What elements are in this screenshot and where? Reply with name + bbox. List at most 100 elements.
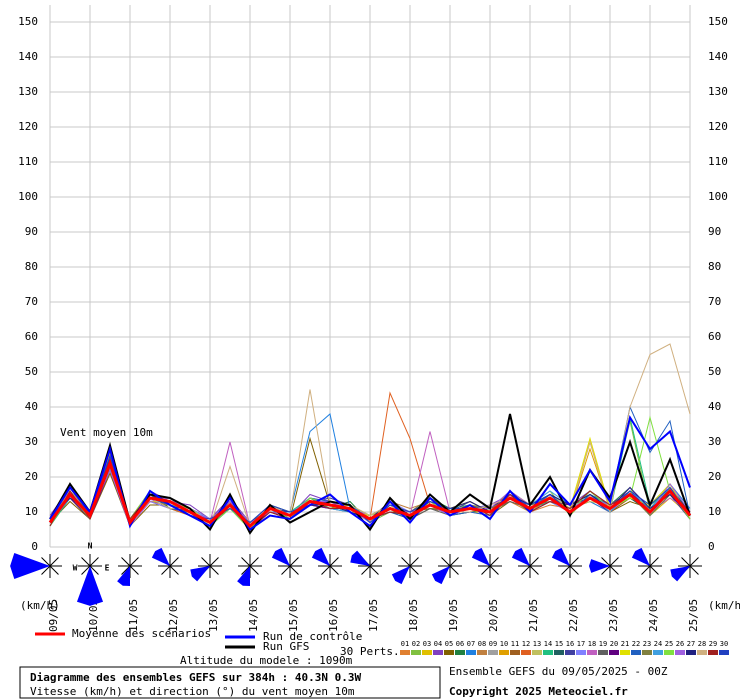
wind-rose xyxy=(237,566,251,586)
legend-label: 11 xyxy=(511,640,519,648)
rose-axis xyxy=(249,565,259,575)
rose-axis xyxy=(241,565,251,575)
altitude: Altitude du modele : 1090m xyxy=(180,654,353,667)
rose-axis xyxy=(89,557,99,567)
y-tick-label: 70 xyxy=(25,295,38,308)
legend-swatch xyxy=(653,650,663,655)
rose-label: W xyxy=(73,564,78,573)
rose-axis xyxy=(481,565,491,575)
rose-axis xyxy=(121,565,131,575)
legend-swatch xyxy=(620,650,630,655)
rose-axis xyxy=(609,557,619,567)
x-tick-label: 14/05 xyxy=(247,599,260,632)
y-tick-label: 130 xyxy=(708,85,728,98)
rose-axis xyxy=(329,565,339,575)
copyright: Copyright 2025 Meteociel.fr xyxy=(449,685,628,698)
legend-label: 08 xyxy=(478,640,486,648)
y-tick-label: 0 xyxy=(31,540,38,553)
legend-label: 29 xyxy=(709,640,717,648)
y-tick-label: 60 xyxy=(708,330,721,343)
x-tick-label: 15/05 xyxy=(287,599,300,632)
run-info: Ensemble GEFS du 09/05/2025 - 00Z xyxy=(449,665,668,678)
legend-label: 19 xyxy=(599,640,607,648)
legend-swatch xyxy=(609,650,619,655)
legend-swatch xyxy=(675,650,685,655)
x-tick-label: 11/05 xyxy=(127,599,140,632)
legend-swatch xyxy=(466,650,476,655)
chart-title: Diagramme des ensembles GEFS sur 384h : … xyxy=(30,671,362,684)
perts-label: 30 Perts. xyxy=(340,645,400,658)
y-tick-label: 10 xyxy=(708,505,721,518)
series-line xyxy=(49,414,691,531)
y-tick-label: 30 xyxy=(25,435,38,448)
rose-axis xyxy=(409,557,419,567)
y-tick-label: 90 xyxy=(708,225,721,238)
legend-swatch xyxy=(719,650,729,655)
legend-swatch xyxy=(554,650,564,655)
legend-swatch xyxy=(455,650,465,655)
legend-label: 14 xyxy=(544,640,552,648)
legend-swatch xyxy=(587,650,597,655)
rose-axis xyxy=(689,557,699,567)
rose-axis xyxy=(689,565,699,575)
rose-axis xyxy=(41,557,51,567)
legend-label: 06 xyxy=(456,640,464,648)
y-axis-label: (km/h) xyxy=(20,599,60,612)
legend-label: 24 xyxy=(654,640,662,648)
y-tick-label: 20 xyxy=(25,470,38,483)
legend-swatch xyxy=(631,650,641,655)
wind-rose xyxy=(431,566,450,585)
y-tick-label: 150 xyxy=(18,15,38,28)
rose-axis xyxy=(81,565,91,575)
legend-label: 30 xyxy=(720,640,728,648)
legend-label: 28 xyxy=(698,640,706,648)
x-tick-label: 21/05 xyxy=(527,599,540,632)
rose-axis xyxy=(601,557,611,567)
rose-axis xyxy=(169,557,179,567)
rose-axis xyxy=(529,565,539,575)
legend-label: 04 xyxy=(434,640,442,648)
legend-swatch xyxy=(543,650,553,655)
legend-label: 13 xyxy=(533,640,541,648)
x-tick-label: 16/05 xyxy=(327,599,340,632)
x-tick-label: 18/05 xyxy=(407,599,420,632)
legend-label: 25 xyxy=(665,640,673,648)
rose-axis xyxy=(441,557,451,567)
wind-rose xyxy=(271,547,290,566)
legend-label: Run de contrôle xyxy=(263,630,362,643)
rose-axis xyxy=(201,557,211,567)
legend-label: 27 xyxy=(687,640,695,648)
rose-axis xyxy=(369,565,379,575)
x-tick-label: 09/05 xyxy=(47,599,60,632)
rose-axis xyxy=(401,557,411,567)
wind-rose xyxy=(391,566,410,585)
legend-label: 10 xyxy=(500,640,508,648)
rose-axis xyxy=(561,565,571,575)
legend-label: 16 xyxy=(566,640,574,648)
y-tick-label: 50 xyxy=(708,365,721,378)
legend-label: 09 xyxy=(489,640,497,648)
rose-axis xyxy=(569,557,579,567)
title-box xyxy=(19,666,441,699)
legend-swatch xyxy=(400,650,410,655)
series-line xyxy=(48,458,692,529)
wind-rose xyxy=(551,547,570,566)
x-tick-label: 20/05 xyxy=(487,599,500,632)
rose-axis xyxy=(529,557,539,567)
legend-swatch xyxy=(697,650,707,655)
rose-axis xyxy=(209,565,219,575)
y-tick-label: 120 xyxy=(708,120,728,133)
rose-axis xyxy=(321,565,331,575)
y-tick-label: 110 xyxy=(18,155,38,168)
legend-swatch xyxy=(422,650,432,655)
annotation: Vent moyen 10m xyxy=(60,426,153,439)
legend-label: 21 xyxy=(621,640,629,648)
rose-axis xyxy=(489,557,499,567)
wind-rose xyxy=(10,552,51,580)
rose-label: N xyxy=(88,542,93,551)
y-tick-label: 150 xyxy=(708,15,728,28)
legend-swatch xyxy=(433,650,443,655)
x-tick-label: 13/05 xyxy=(207,599,220,632)
legend-label: Run GFS xyxy=(263,640,309,653)
